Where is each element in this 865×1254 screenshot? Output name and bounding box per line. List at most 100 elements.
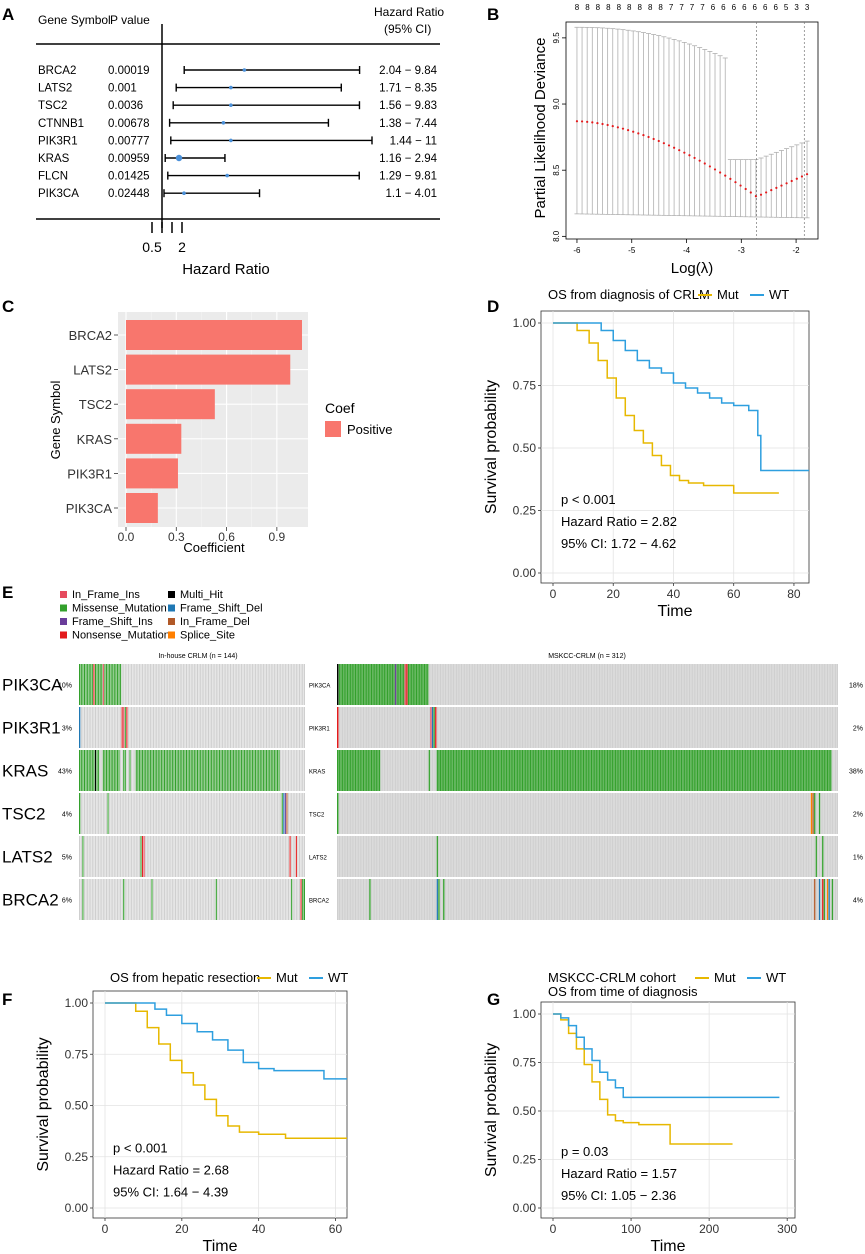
km-legend-wt-label: WT	[328, 970, 348, 985]
km-x-tick-label: 40	[667, 587, 681, 601]
oncoplot-mutation-cell	[813, 793, 816, 834]
km-xlabel: Time	[658, 603, 693, 620]
lasso-mean-point	[724, 174, 727, 177]
km-x-tick-label: 300	[777, 1222, 797, 1236]
oncoplot-mutation-cell	[813, 879, 816, 920]
lasso-plot-frame	[565, 21, 819, 240]
coef-x-tick-label: 0.0	[118, 530, 135, 544]
oncoplot-mutation-cell	[442, 879, 445, 920]
oncoplot-mutation-cell	[143, 836, 145, 877]
forest-axis-tick-label: 2	[178, 239, 186, 255]
oncoplot-left-frequency: 10%	[58, 683, 72, 690]
mutation-legend-swatch	[60, 618, 67, 625]
forest-gene-label: TSC2	[38, 100, 67, 112]
forest-p-value: 0.01425	[108, 171, 150, 183]
forest-p-value: 0.02448	[108, 188, 150, 200]
lasso-nonzero-count: 8	[596, 3, 601, 12]
mutation-legend-label: Nonsense_Mutation	[72, 630, 170, 642]
lasso-nonzero-count: 6	[721, 3, 726, 12]
oncoplot-mutation-cell	[436, 836, 439, 877]
coef-bar	[126, 354, 291, 385]
coef-bar	[126, 389, 215, 420]
forest-point-estimate	[229, 103, 233, 107]
mutation-legend-swatch	[60, 631, 67, 639]
lasso-nonzero-count: 3	[794, 3, 799, 12]
lasso-ylabel: Partial Likelihood Deviance	[532, 38, 549, 219]
lasso-nonzero-count: 8	[575, 3, 580, 12]
km-y-tick-label: 1.00	[513, 316, 537, 330]
lasso-y-tick-label: 8.0	[552, 230, 561, 242]
mutation-legend-swatch	[168, 604, 175, 612]
oncoplot-mutation-cell	[281, 793, 284, 834]
coef-bar	[126, 458, 178, 489]
km-y-tick-label: 0.75	[513, 1056, 537, 1070]
km-curve-wt	[105, 1002, 347, 1080]
km-p-value: p < 0.001	[561, 492, 616, 507]
lasso-nonzero-count: 8	[606, 3, 611, 12]
oncoplot-left-frequency: 6%	[62, 898, 72, 905]
oncoplot-right-frequency: 2%	[853, 812, 863, 819]
coef-gene-label: BRCA2	[69, 328, 112, 343]
oncoplot-mutation-cell	[394, 664, 397, 705]
forest-point-estimate	[175, 154, 183, 162]
lasso-mean-point	[586, 120, 589, 123]
oncoplot-mutation-cell	[826, 879, 829, 920]
oncoplot-gene-label: PIK3R1	[2, 719, 61, 738]
forest-gene-label: FLCN	[38, 171, 68, 183]
km-x-tick-label: 0	[550, 1222, 557, 1236]
forest-point-estimate	[229, 138, 233, 143]
mutation-legend-swatch	[60, 591, 67, 598]
km-legend-wt-label: WT	[766, 970, 786, 985]
oncoplot-mutation-cell	[300, 879, 302, 920]
panel-d: D OS from diagnosis of CRLM Mut WT 0.00 0.25 0…	[483, 287, 810, 620]
lasso-axes: -6 -5 -4 -3 -2 8.0 8.5 9.0 9.5	[552, 32, 800, 255]
mutation-legend-label: Missense_Mutation	[72, 603, 167, 615]
oncoplot-mutation-cell	[107, 793, 109, 834]
lasso-mean-point	[744, 187, 747, 191]
lasso-nonzero-count: 7	[669, 3, 674, 12]
coef-gene-label: TSC2	[79, 397, 112, 412]
km-x-tick-label: 0	[102, 1222, 109, 1236]
oncoplot-mutation-cell	[818, 879, 821, 920]
lasso-mean-point	[637, 132, 640, 135]
oncoplot-mutation-cell	[122, 879, 125, 920]
oncoplot-mutation-cell	[79, 793, 81, 834]
km-y-tick-label: 0.75	[65, 1047, 89, 1061]
forest-header-gene: Gene Symbol	[38, 13, 111, 27]
oncoplot-mutation-cell	[94, 750, 97, 791]
panel-a: A Gene Symbol P value Hazard Ratio (95% …	[2, 5, 444, 278]
lasso-mean-point	[765, 191, 768, 194]
lasso-mean-point	[596, 122, 599, 125]
coef-legend-title: Coef	[325, 400, 355, 416]
forest-ci-text: 1.38 − 7.44	[379, 118, 437, 130]
mutation-legend-swatch	[168, 631, 175, 639]
lasso-mean-point	[795, 177, 798, 180]
oncoplot-mutation-cell	[430, 707, 432, 748]
oncoplot-mutation-cell	[812, 793, 814, 834]
oncoplot-mutation-cell	[151, 879, 153, 920]
forest-point-estimate	[242, 68, 247, 72]
lasso-mean-point	[647, 135, 650, 139]
forest-p-value: 0.00019	[108, 65, 150, 77]
km-y-tick-label: 1.00	[65, 996, 89, 1010]
mutation-legend-swatch	[60, 604, 67, 612]
lasso-mean-point	[805, 173, 809, 176]
coef-xlabel: Coefficient	[183, 540, 245, 555]
forest-p-value: 0.0036	[108, 100, 143, 112]
lasso-y-tick-label: 9.5	[552, 32, 561, 44]
km-title: OS from diagnosis of CRLM	[548, 287, 710, 302]
lasso-curve	[574, 22, 810, 239]
forest-point-estimate	[221, 121, 226, 125]
lasso-mean-point	[611, 124, 614, 128]
km-curve-mut	[105, 1002, 347, 1140]
lasso-mean-point	[770, 189, 773, 192]
km-plot-frame	[92, 990, 348, 1219]
forest-ci-text: 1.56 − 9.83	[379, 100, 437, 112]
km-ylabel: Survival probability	[483, 1043, 500, 1177]
coef-bar	[126, 423, 182, 454]
oncoplot-mutation-cell	[129, 750, 131, 791]
lasso-nonzero-count: 6	[711, 3, 716, 12]
lasso-mean-point	[759, 193, 763, 196]
